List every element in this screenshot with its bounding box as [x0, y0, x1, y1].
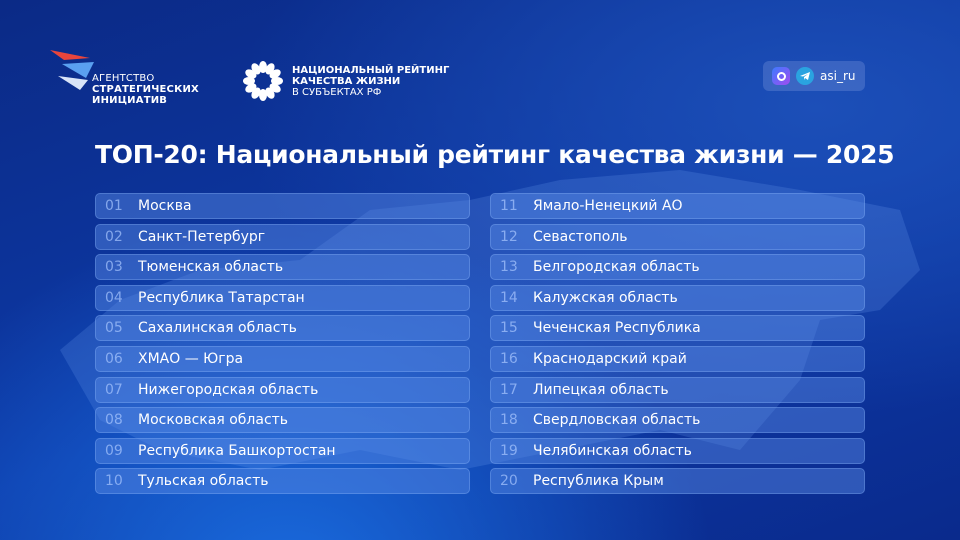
asi-logo: АГЕНТСТВО СТРАТЕГИЧЕСКИХ ИНИЦИАТИВ — [50, 50, 199, 106]
region-name: Тюменская область — [138, 259, 284, 276]
region-name: Москва — [138, 198, 192, 214]
region-name: Ямало-Ненецкий АО — [533, 198, 683, 214]
rating-line2: КАЧЕСТВА ЖИЗНИ — [292, 75, 401, 87]
region-name: Краснодарский край — [533, 350, 687, 367]
ranking-row: 16 Краснодарский край — [490, 345, 865, 372]
rank-number: 05 — [105, 320, 123, 337]
rating-logo: НАЦИОНАЛЬНЫЙ РЕЙТИНГ КАЧЕСТВА ЖИЗНИ В СУБЪ… — [242, 60, 449, 102]
rank-number: 06 — [105, 350, 123, 367]
ranking-row: 13 Белгородская область — [490, 254, 865, 281]
rank-number: 20 — [500, 473, 518, 490]
ranking-row: 14 Калужская область — [490, 284, 865, 311]
rank-number: 08 — [105, 412, 123, 429]
rank-number: 15 — [500, 320, 518, 337]
region-name: Республика Башкортостан — [138, 442, 336, 459]
ranking-row: 10 Тульская область — [95, 468, 470, 495]
region-name: Республика Крым — [533, 473, 664, 490]
rank-number: 14 — [500, 289, 518, 306]
rank-number: 01 — [105, 198, 123, 214]
rating-line1: НАЦИОНАЛЬНЫЙ РЕЙТИНГ — [292, 64, 450, 76]
asi-line3: ИНИЦИАТИВ — [92, 95, 168, 106]
region-name: Тульская область — [138, 473, 269, 490]
ranking-row: 01 Москва — [95, 193, 470, 219]
social-badge[interactable]: asi_ru — [763, 61, 865, 91]
telegram-icon[interactable] — [796, 67, 814, 85]
rank-number: 04 — [105, 289, 123, 306]
ranking-row: 08 Московская область — [95, 407, 470, 434]
ranking-row: 17 Липецкая область — [490, 376, 865, 403]
region-name: Сахалинская область — [138, 320, 297, 337]
rank-number: 11 — [500, 198, 518, 214]
rank-number: 03 — [105, 259, 123, 276]
ranking-row: 06 ХМАО — Югра — [95, 345, 470, 372]
rank-number: 19 — [500, 442, 518, 459]
ranking-row: 12 Севастополь — [490, 223, 865, 250]
rank-number: 02 — [105, 228, 123, 245]
ranking-row: 05 Сахалинская область — [95, 315, 470, 342]
rank-number: 16 — [500, 350, 518, 367]
ranking-column-left: 01 Москва 02 Санкт-Петербург 03 Тюменская обл… — [95, 193, 470, 499]
region-name: Московская область — [138, 412, 289, 429]
rating-line3: В СУБЪЕКТАХ РФ — [292, 86, 382, 98]
page-title: ТОП-20: Национальный рейтинг качества жи… — [95, 140, 895, 169]
ranking-row: 19 Челябинская область — [490, 437, 865, 464]
ranking-row: 18 Свердловская область — [490, 407, 865, 434]
ranking-row: 09 Республика Башкортостан — [95, 437, 470, 464]
rank-number: 12 — [500, 228, 518, 245]
ranking-row: 20 Республика Крым — [490, 468, 865, 495]
asi-line1: АГЕНТСТВО — [92, 73, 155, 84]
ranking-row: 11 Ямало-Ненецкий АО — [490, 193, 865, 219]
ranking-row: 03 Тюменская область — [95, 254, 470, 281]
region-name: Нижегородская область — [138, 381, 319, 398]
ranking-row: 07 Нижегородская область — [95, 376, 470, 403]
max-messenger-icon[interactable] — [772, 67, 790, 85]
region-name: Чеченская Республика — [533, 320, 701, 337]
social-handle: asi_ru — [820, 69, 856, 83]
region-name: ХМАО — Югра — [138, 350, 244, 367]
region-name: Челябинская область — [533, 442, 692, 459]
ranking-row: 15 Чеченская Республика — [490, 315, 865, 342]
rank-number: 09 — [105, 442, 123, 459]
asi-line2: СТРАТЕГИЧЕСКИХ — [92, 84, 199, 95]
region-name: Липецкая область — [533, 381, 669, 398]
region-name: Республика Татарстан — [138, 289, 305, 306]
ranking-row: 04 Республика Татарстан — [95, 284, 470, 311]
rank-number: 18 — [500, 412, 518, 429]
region-name: Санкт-Петербург — [138, 228, 266, 245]
region-name: Севастополь — [533, 228, 628, 245]
rank-number: 17 — [500, 381, 518, 398]
flower-logo-icon — [243, 61, 283, 101]
ranking-row: 02 Санкт-Петербург — [95, 223, 470, 250]
region-name: Свердловская область — [533, 412, 701, 429]
region-name: Белгородская область — [533, 259, 700, 276]
region-name: Калужская область — [533, 289, 678, 306]
rank-number: 10 — [105, 473, 123, 490]
asi-logo-icon — [50, 50, 94, 90]
rank-number: 13 — [500, 259, 518, 276]
rank-number: 07 — [105, 381, 123, 398]
ranking-column-right: 11 Ямало-Ненецкий АО 12 Севастополь 13 Белгор… — [490, 193, 865, 499]
